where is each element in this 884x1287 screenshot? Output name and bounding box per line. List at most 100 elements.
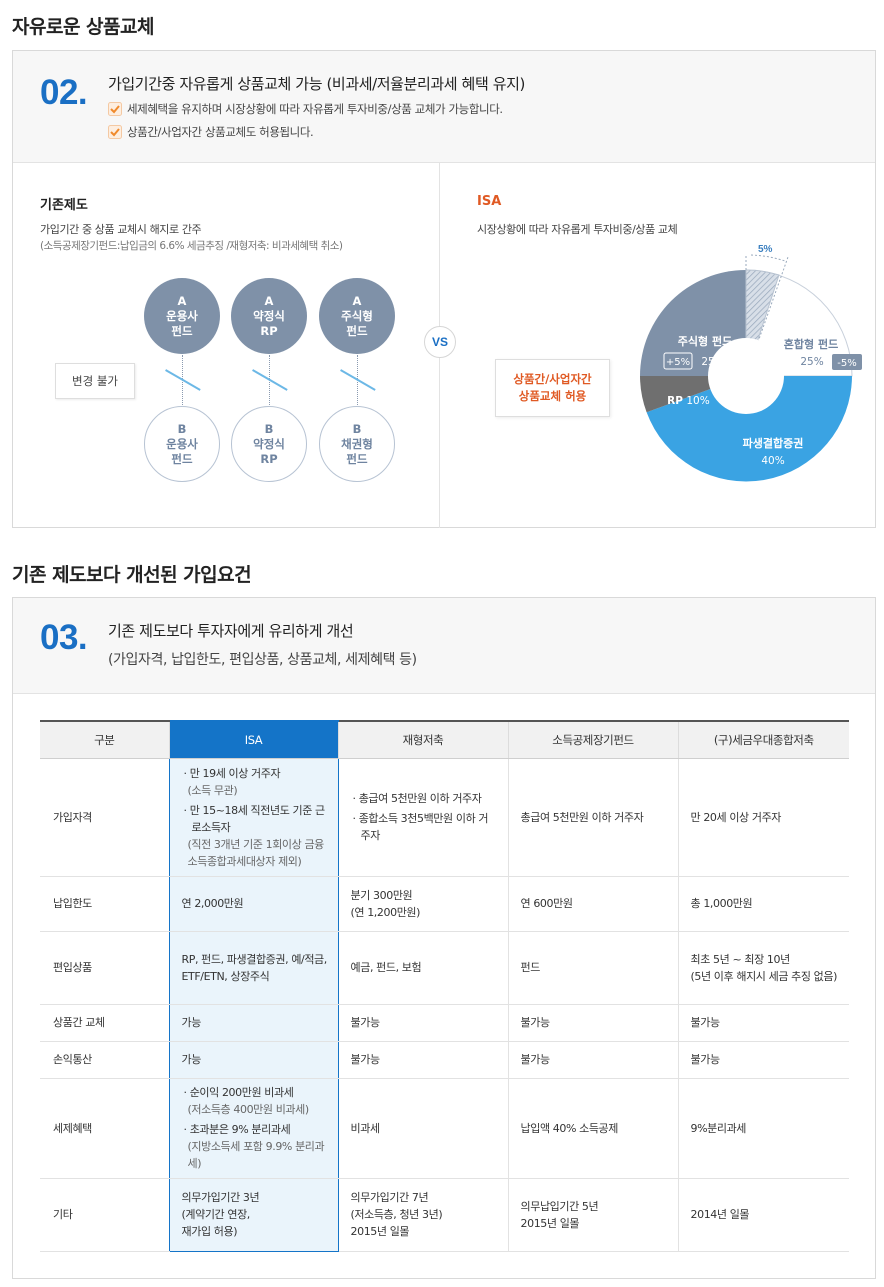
row-label: 가입자격 (40, 758, 169, 877)
check-item: 상품간/사업자간 상품교체도 허용됩니다. (108, 124, 314, 140)
table-cell: 불가능 (337, 1004, 508, 1042)
column-header-isa: ISA (168, 720, 338, 759)
table-cell: 9%분리과세 (677, 1078, 849, 1179)
table-cell: 연 2,000만원 (168, 876, 339, 932)
circle-line: A (264, 293, 274, 308)
isa-title: ISA (477, 194, 502, 209)
swap-line: 상품교체 허용 (518, 389, 587, 403)
cell-line: 의무납입기간 5년 (520, 1199, 599, 1213)
cell-line: (연 1,200만원) (350, 905, 421, 919)
bullet: · 초과분은 9% 분리과세 (183, 1123, 291, 1136)
equity-label: 주식형 펀드 (678, 334, 732, 348)
cell-line: (계약기간 연장, (181, 1208, 251, 1221)
circle-line: 펀드 (171, 323, 193, 338)
product-circle-a3: A 주식형 펀드 (319, 278, 395, 354)
cell-line: 2015년 일몰 (350, 1225, 410, 1238)
card-subheading: (가입자격, 납입한도, 편입상품, 상품교체, 세제혜택 등) (108, 652, 417, 668)
table-cell: RP, 펀드, 파생결합증권, 예/적금, ETF/ETN, 상장주식 (168, 931, 339, 1005)
circle-line: A (352, 293, 362, 308)
circle-line: 펀드 (171, 451, 193, 466)
circle-line: A (177, 293, 187, 308)
table-cell: 총급여 5천만원 이하 거주자 (507, 758, 678, 877)
section-title-product-switch: 자유로운 상품교체 (12, 16, 154, 38)
step-number: 02. (40, 73, 88, 112)
mixed-label: 혼합형 펀드 (784, 337, 838, 351)
row-label: 편입상품 (40, 931, 169, 1005)
table-cell: 총 1,000만원 (677, 876, 849, 932)
product-circle-b1: B 운용사 펀드 (144, 406, 220, 482)
table-cell: 펀드 (507, 931, 678, 1005)
bullet: · 만 15~18세 직전년도 기준 근로소득자 (183, 803, 326, 834)
bullet-note: (소득 무관) (187, 783, 238, 797)
bullet: · 만 19세 이상 거주자 (183, 766, 281, 780)
circle-line: B (177, 421, 187, 436)
bullet: · 종합소득 3천5백만원 이하 거주자 (352, 812, 489, 842)
cell-line: (저소득층, 청년 3년) (350, 1208, 443, 1221)
product-circle-b3: B 채권형 펀드 (319, 406, 395, 482)
circle-line: 주식형 (341, 308, 373, 323)
section-title-improved-requirements: 기존 제도보다 개선된 가입요건 (12, 564, 252, 586)
table-cell: 불가능 (507, 1041, 678, 1079)
plus-tag-box (663, 352, 693, 370)
table-cell: 불가능 (507, 1004, 678, 1042)
row-label: 기타 (40, 1178, 169, 1252)
product-circle-a1: A 운용사 펀드 (144, 278, 220, 354)
bullet-note: (지방소득세 포함 9.9% 분리과세) (187, 1140, 325, 1170)
comparison-table: 구분 ISA 재형저축 소득공제장기펀드 (구)세금우대종합저축 가입자격 · … (40, 720, 849, 1252)
card-heading: 기존 제도보다 투자자에게 유리하게 개선 (108, 622, 354, 640)
product-circle-b2: B 약정식 RP (231, 406, 307, 482)
column-header: (구)세금우대종합저축 (677, 720, 849, 759)
bullet: · 총급여 5천만원 이하 거주자 (352, 792, 482, 805)
table-cell: 의무가입기간 3년 (계약기간 연장, 재가입 허용) (168, 1178, 339, 1252)
table-cell: 최초 5년 ~ 최장 10년 (5년 이후 해지시 세금 추징 없음) (677, 931, 849, 1005)
swap-line: 상품간/사업자간 (513, 372, 592, 386)
mixed-pct: 25% (800, 356, 823, 368)
row-label: 손익통산 (40, 1041, 169, 1079)
allocation-pie: 5% 주식형 펀드 +5% 25% 혼합형 펀드 25% -5% RP 10% … (640, 244, 862, 482)
circle-line: 채권형 (341, 436, 373, 451)
cell-line: 의무가입기간 7년 (350, 1191, 429, 1204)
table-row: 납입한도 연 2,000만원 분기 300만원 (연 1,200만원) 연 60… (40, 876, 849, 932)
table-cell: 만 20세 이상 거주자 (677, 758, 849, 877)
cell-line: 의무가입기간 3년 (181, 1191, 260, 1204)
row-label: 세제혜택 (40, 1078, 169, 1179)
circle-line: RP (260, 323, 278, 338)
legacy-desc: 가입기간 중 상품 교체시 해지로 간주 (40, 223, 202, 236)
check-icon (108, 125, 122, 139)
table-row: 기타 의무가입기간 3년 (계약기간 연장, 재가입 허용) 의무가입기간 7년… (40, 1178, 849, 1252)
table-cell: 불가능 (677, 1041, 849, 1079)
table-cell: · 만 19세 이상 거주자 (소득 무관) · 만 15~18세 직전년도 기… (168, 758, 339, 877)
bullet-note: (저소득층 400만원 비과세) (187, 1103, 310, 1116)
circle-line: 펀드 (346, 323, 368, 338)
cell-line: (5년 이후 해지시 세금 추징 없음) (690, 969, 838, 983)
table-cell: 연 600만원 (507, 876, 678, 932)
cell-line: 분기 300만원 (350, 888, 413, 902)
table-row: 세제혜택 · 순이익 200만원 비과세 (저소득층 400만원 비과세) · … (40, 1078, 849, 1179)
table-cell: 가능 (168, 1004, 339, 1042)
product-switch-card: 02. 가입기간중 자유롭게 상품교체 가능 (비과세/저율분리과세 혜택 유지… (12, 50, 876, 528)
bullet: · 순이익 200만원 비과세 (183, 1086, 294, 1099)
legacy-title: 기존제도 (40, 198, 88, 213)
comparison-body: 기존제도 가입기간 중 상품 교체시 해지로 간주 (소득공제장기펀드:납입금의… (13, 163, 875, 528)
no-change-label: 변경 불가 (55, 363, 135, 399)
rp-pct: 10% (686, 395, 709, 407)
table-cell: 불가능 (337, 1041, 508, 1079)
card-header: 02. 가입기간중 자유롭게 상품교체 가능 (비과세/저율분리과세 혜택 유지… (13, 51, 875, 163)
product-circle-a2: A 약정식 RP (231, 278, 307, 354)
table-cell: · 순이익 200만원 비과세 (저소득층 400만원 비과세) · 초과분은 … (168, 1078, 339, 1179)
table-cell: 비과세 (337, 1078, 508, 1179)
table-row: 상품간 교체 가능 불가능 불가능 불가능 (40, 1004, 849, 1042)
circle-line: B (352, 421, 362, 436)
table-cell: 의무납입기간 5년 2015년 일몰 (507, 1178, 678, 1252)
check-text: 상품간/사업자간 상품교체도 허용됩니다. (127, 125, 314, 139)
column-header: 구분 (40, 720, 169, 759)
table-header-row: 구분 ISA 재형저축 소득공제장기펀드 (구)세금우대종합저축 (40, 720, 849, 759)
column-header: 소득공제장기펀드 (507, 720, 678, 759)
table-cell: 분기 300만원 (연 1,200만원) (337, 876, 508, 932)
minus-tag: -5% (837, 358, 856, 369)
circle-line: 운용사 (166, 436, 198, 451)
table-cell: 가능 (168, 1041, 339, 1079)
comparison-table-wrap: 구분 ISA 재형저축 소득공제장기펀드 (구)세금우대종합저축 가입자격 · … (40, 720, 849, 1252)
check-icon (108, 102, 122, 116)
table-cell: 2014년 일몰 (677, 1178, 849, 1252)
